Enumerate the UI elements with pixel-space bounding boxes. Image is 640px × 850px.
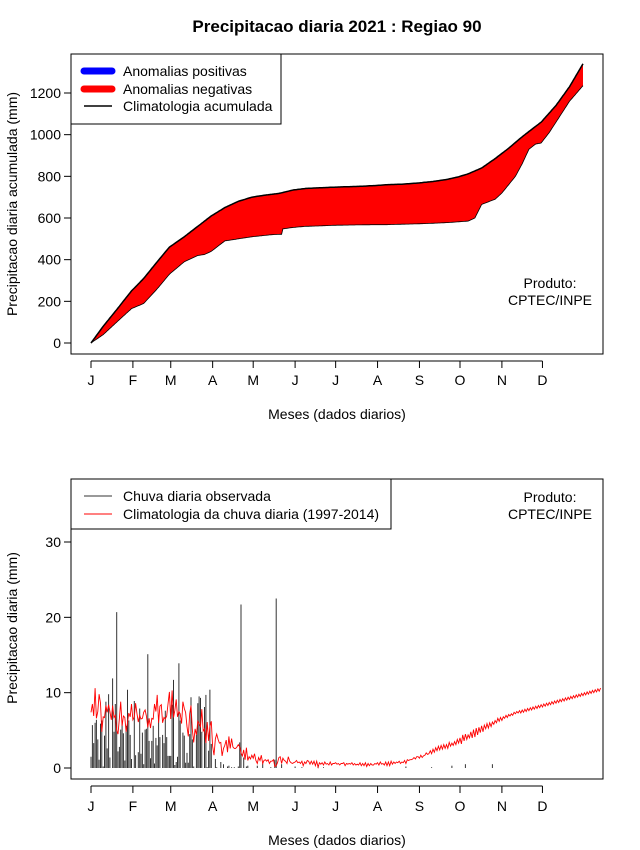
x-tick-label: J: [88, 798, 95, 814]
daily-x-axis-label: Meses (dados diarios): [268, 832, 406, 848]
accumulated-product-source: CPTEC/INPE: [508, 292, 592, 308]
y-tick-label: 800: [38, 168, 62, 184]
x-tick-label: S: [415, 372, 424, 388]
daily-legend-box: [70, 478, 392, 530]
y-tick-label: 10: [45, 685, 61, 701]
y-tick-label: 1200: [30, 85, 61, 101]
x-tick-label: J: [292, 798, 299, 814]
x-tick-label: A: [208, 798, 218, 814]
x-tick-label: D: [537, 372, 547, 388]
legend-label-climatology: Climatologia acumulada: [123, 98, 273, 114]
x-tick-label: O: [455, 798, 466, 814]
x-tick-label: F: [129, 372, 138, 388]
accumulated-y-axis-label: Precipitacao diaria acumulada (mm): [4, 92, 20, 316]
y-tick-label: 0: [53, 760, 61, 776]
daily-legend: Chuva diaria observada Climatologia da c…: [70, 478, 392, 530]
accumulated-x-axis-label: Meses (dados diarios): [268, 406, 406, 422]
chart-title: Precipitacao diaria 2021 : Regiao 90: [192, 17, 481, 36]
x-tick-label: O: [455, 372, 466, 388]
x-tick-label: D: [537, 798, 547, 814]
x-tick-label: J: [292, 372, 299, 388]
daily-y-axis-label: Precipitacao diaria (mm): [4, 552, 20, 704]
legend-label-negative: Anomalias negativas: [123, 81, 252, 97]
x-tick-label: S: [415, 798, 424, 814]
x-tick-label: M: [165, 798, 177, 814]
legend-label-daily-climatology: Climatologia da chuva diaria (1997-2014): [123, 506, 379, 522]
x-tick-label: M: [247, 798, 259, 814]
x-tick-label: M: [247, 372, 259, 388]
y-tick-label: 0: [53, 335, 61, 351]
y-tick-label: 600: [38, 210, 62, 226]
x-tick-label: F: [129, 798, 138, 814]
accumulated-axes: 0 200 400 600 800 1000 1200 J F M A M J J A S O N D: [30, 85, 548, 388]
x-tick-label: A: [373, 798, 383, 814]
daily-climatology-line: [90, 687, 602, 769]
observed-cumulative-line: [90, 85, 584, 344]
y-tick-label: 200: [38, 293, 62, 309]
x-tick-label: J: [332, 798, 339, 814]
x-tick-label: J: [88, 372, 95, 388]
x-tick-label: M: [165, 372, 177, 388]
daily-product-source: CPTEC/INPE: [508, 506, 592, 522]
y-tick-label: 1000: [30, 127, 61, 143]
x-tick-label: N: [497, 798, 507, 814]
climatology-cumulative-line: [90, 63, 584, 344]
accumulated-legend: Anomalias positivas Anomalias negativas …: [70, 53, 282, 125]
accumulated-plot-frame: [70, 53, 604, 355]
accumulated-plot-area: [90, 63, 584, 344]
x-tick-label: N: [497, 372, 507, 388]
daily-axes: 0 10 20 30 J F M A M J J A S O N D: [45, 534, 547, 814]
y-tick-label: 400: [38, 252, 62, 268]
x-tick-label: A: [208, 372, 218, 388]
x-tick-label: J: [332, 372, 339, 388]
legend-label-observed: Chuva diaria observada: [123, 488, 271, 504]
daily-product-label: Produto:: [524, 489, 577, 505]
x-tick-label: A: [373, 372, 383, 388]
y-tick-label: 30: [45, 534, 61, 550]
y-tick-label: 20: [45, 609, 61, 625]
daily-plot-area: [90, 598, 602, 769]
accumulated-product-label: Produto:: [524, 275, 577, 291]
legend-label-positive: Anomalias positivas: [123, 63, 247, 79]
negative-anomaly-area: [91, 63, 583, 344]
